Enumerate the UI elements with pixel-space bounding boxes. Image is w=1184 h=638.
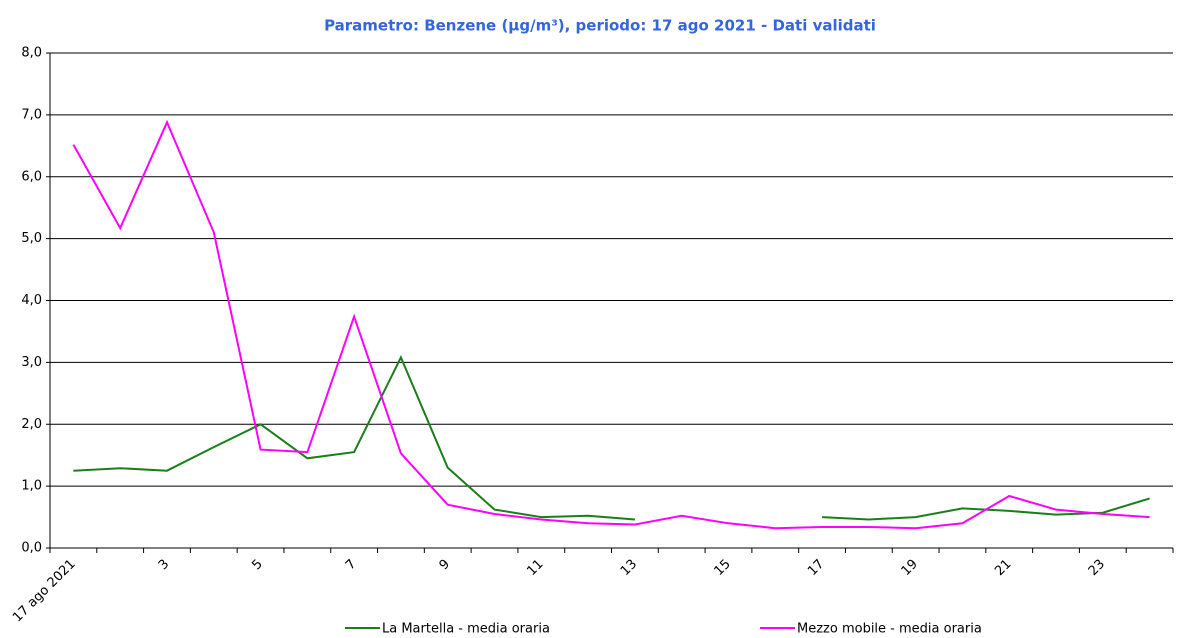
- y-tick-label: 1,0: [21, 479, 42, 494]
- x-tick-label: 17: [805, 557, 827, 579]
- series-line: [73, 355, 1150, 521]
- x-tick-label: 11: [524, 557, 546, 579]
- x-tick-label: 15: [711, 557, 733, 579]
- legend-label: Mezzo mobile - media oraria: [797, 622, 982, 637]
- x-tick-label: 3: [156, 557, 172, 573]
- y-tick-label: 2,0: [21, 417, 42, 432]
- legend-label: La Martella - media oraria: [382, 622, 550, 637]
- x-tick-label: 9: [437, 557, 453, 573]
- y-tick-label: 7,0: [21, 107, 42, 122]
- y-tick-label: 8,0: [21, 46, 42, 61]
- x-tick-label: 21: [992, 557, 1014, 579]
- x-tick-label: 23: [1086, 557, 1108, 579]
- y-tick-label: 6,0: [21, 169, 42, 184]
- x-tick-label: 19: [899, 557, 921, 579]
- x-tick-label: 7: [343, 557, 359, 573]
- series-line: [72, 119, 1150, 530]
- y-tick-label: 5,0: [21, 231, 42, 246]
- x-tick-label: 13: [618, 557, 640, 579]
- x-tick-label: 5: [249, 557, 265, 573]
- chart-title: Parametro: Benzene (µg/m³), periodo: 17 …: [324, 17, 876, 35]
- x-tick-label: 17 ago 2021: [10, 557, 79, 626]
- y-tick-label: 0,0: [21, 541, 42, 556]
- y-tick-label: 3,0: [21, 355, 42, 370]
- y-tick-label: 4,0: [21, 293, 42, 308]
